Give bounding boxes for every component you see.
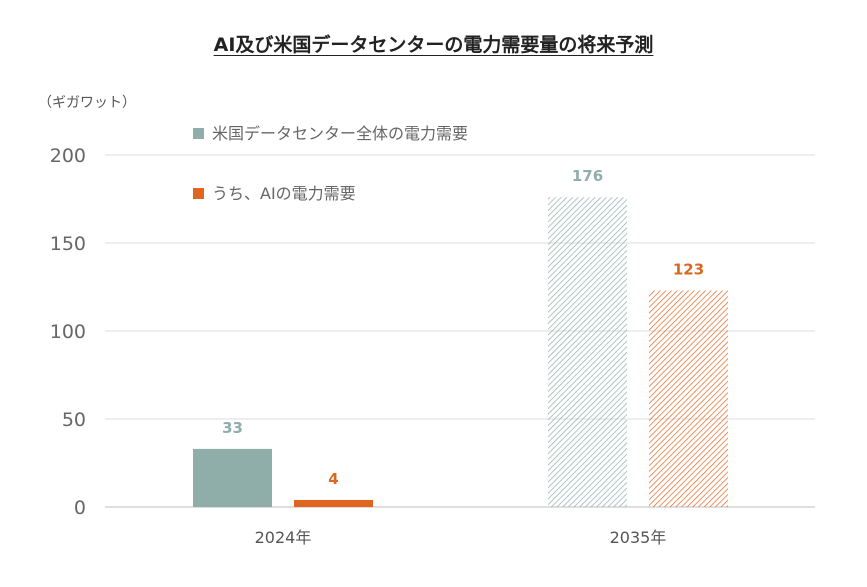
chart-title: AI及び米国データセンターの電力需要量の将来予測 xyxy=(213,34,654,56)
y-tick-label: 200 xyxy=(50,145,86,167)
x-tick-label: 2024年 xyxy=(255,528,312,547)
legend-label: 米国データセンター全体の電力需要 xyxy=(212,124,468,143)
data-labels: 33 4 176 123 xyxy=(222,167,704,488)
bar xyxy=(649,290,728,507)
y-tick-labels: 0 50 100 150 200 xyxy=(50,145,86,519)
legend-swatch xyxy=(193,128,204,139)
y-tick-label: 0 xyxy=(74,497,86,519)
y-axis-unit-label: （ギガワット） xyxy=(38,95,136,111)
data-label: 33 xyxy=(222,419,243,437)
legend-swatch xyxy=(193,188,204,199)
y-tick-label: 150 xyxy=(50,233,86,255)
data-label: 4 xyxy=(328,470,338,488)
data-label: 123 xyxy=(673,261,704,279)
bars xyxy=(193,197,728,508)
data-label: 176 xyxy=(572,167,603,185)
legend-label: うち、AIの電力需要 xyxy=(212,184,356,203)
bar xyxy=(294,499,373,507)
bar xyxy=(193,448,272,507)
x-tick-label: 2035年 xyxy=(610,528,667,547)
bar xyxy=(548,197,627,508)
x-tick-labels: 2024年 2035年 xyxy=(255,528,667,547)
y-tick-label: 100 xyxy=(50,321,86,343)
y-tick-label: 50 xyxy=(62,409,86,431)
